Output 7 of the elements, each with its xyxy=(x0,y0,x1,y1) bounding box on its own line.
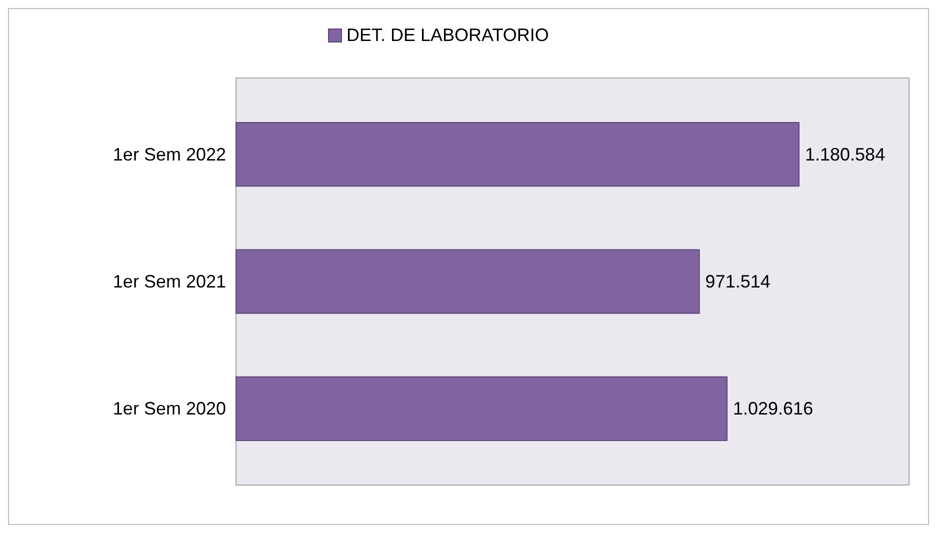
data-label: 971.514 xyxy=(705,272,770,292)
legend-label: DET. DE LABORATORIO xyxy=(346,25,549,45)
data-label: 1.029.616 xyxy=(733,398,814,419)
y-tick-label: 1er Sem 2022 xyxy=(112,144,226,164)
y-tick-label: 1er Sem 2020 xyxy=(112,398,226,419)
data-label: 1.180.584 xyxy=(805,144,886,164)
y-tick-label: 1er Sem 2021 xyxy=(112,272,226,292)
